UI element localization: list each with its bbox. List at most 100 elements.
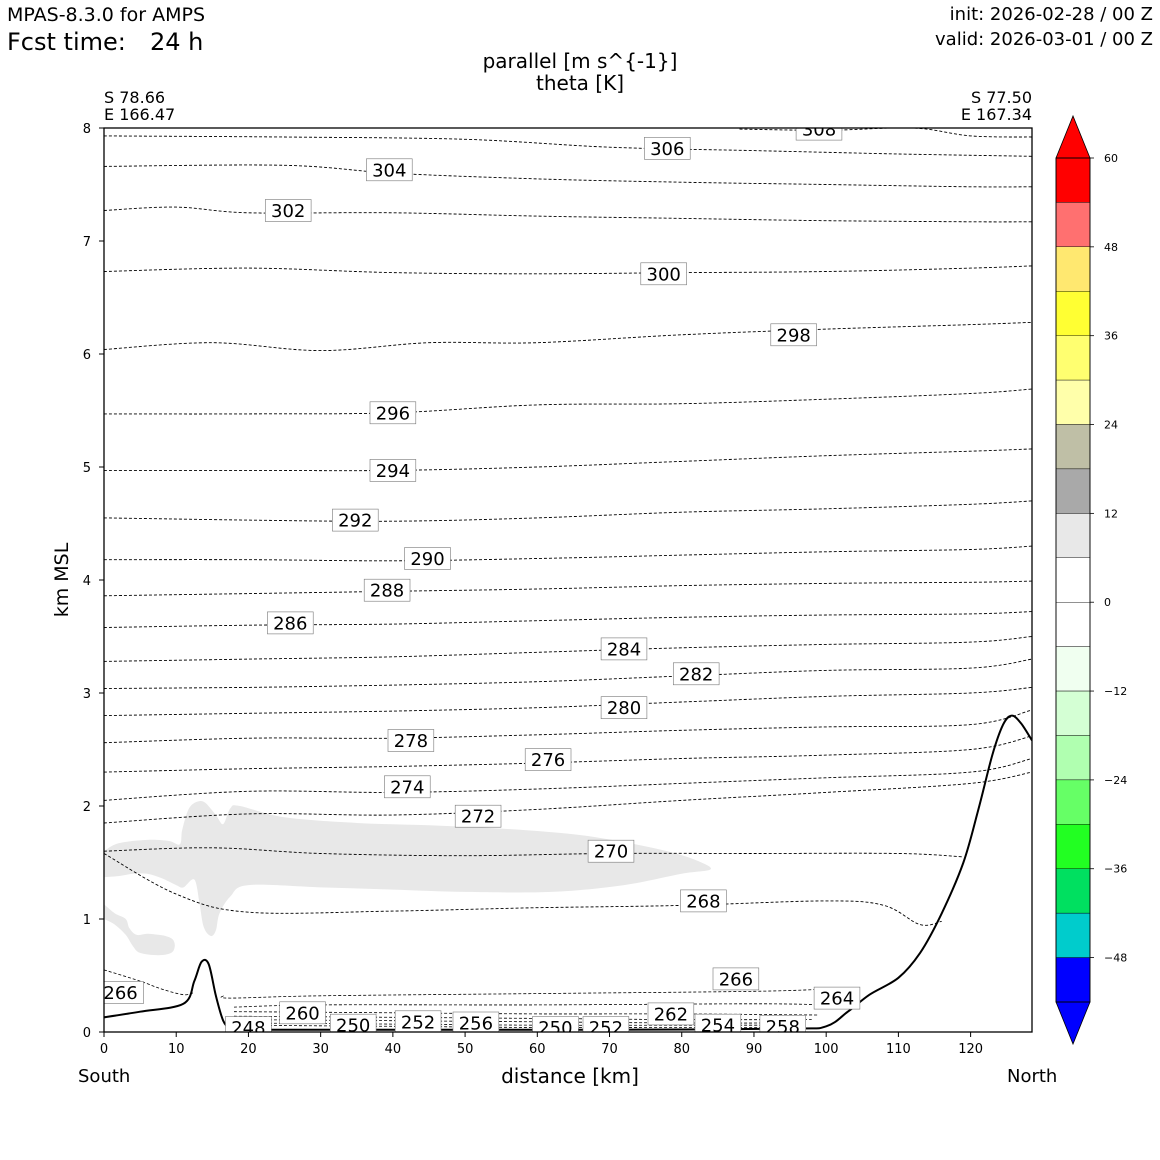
left-endpoint-lat: S 78.66 xyxy=(104,88,166,107)
contour-label-text: 258 xyxy=(766,1017,800,1038)
contour-label-text: 296 xyxy=(376,403,410,424)
contour-label-box xyxy=(104,981,144,1004)
y-tick-label: 3 xyxy=(83,687,91,702)
contour-label-270: 270 xyxy=(587,839,635,863)
contour-label-text: 284 xyxy=(607,639,641,660)
contour-label-text: 306 xyxy=(650,139,684,160)
contour-label-text: 290 xyxy=(410,549,444,570)
colorbar-bin-3 xyxy=(1055,291,1091,336)
colorbar-tick-label: 24 xyxy=(1104,419,1118,432)
x-tick-label: 120 xyxy=(958,1042,983,1057)
x-tick-label: 110 xyxy=(886,1042,911,1057)
plot-frame xyxy=(103,127,1033,1033)
colorbar-bin-1 xyxy=(1055,202,1091,247)
contour-label-text: 282 xyxy=(679,664,713,685)
contour-label-text: 276 xyxy=(531,750,565,771)
contour-label-266: 266 xyxy=(712,967,760,991)
colorbar-bin-17 xyxy=(1055,913,1091,958)
theta-contour-280 xyxy=(104,686,1032,717)
theta-contour-282 xyxy=(104,658,1032,689)
contour-label-text: 294 xyxy=(376,461,410,482)
contour-label-text: 266 xyxy=(719,969,753,990)
contour-label-box xyxy=(647,1002,695,1026)
contour-label-300: 300 xyxy=(640,262,687,285)
contour-label-280: 280 xyxy=(600,696,648,719)
theta-contour-low-266 xyxy=(104,969,195,996)
contour-label-text: 274 xyxy=(390,777,424,798)
theta-contour-298 xyxy=(104,321,1032,352)
contour-label-250: 250 xyxy=(532,1016,579,1032)
contour-label-box xyxy=(279,1001,326,1025)
contour-label-box xyxy=(644,137,691,160)
x-tick-label: 10 xyxy=(168,1042,185,1057)
theta-contour-272 xyxy=(104,771,1032,824)
colorbar-tick-label: 60 xyxy=(1104,152,1118,165)
contour-label-294: 294 xyxy=(369,459,417,482)
contour-label-box xyxy=(369,459,417,482)
contour-label-box xyxy=(369,401,417,425)
x-tick-label: 30 xyxy=(312,1042,329,1057)
contour-label-text: 308 xyxy=(802,120,836,141)
x-axis-label: distance [km] xyxy=(501,1064,639,1088)
colorbar-bin-18 xyxy=(1055,957,1091,1003)
colorbar-bin-2 xyxy=(1055,246,1091,292)
contour-label-text: 278 xyxy=(394,731,428,752)
contour-label-box xyxy=(384,775,431,799)
y-tick-label: 0 xyxy=(83,1026,91,1041)
contour-label-box xyxy=(225,1016,272,1032)
colorbar-tick-label: −36 xyxy=(1104,863,1127,876)
contour-label-252: 252 xyxy=(582,1016,630,1032)
contour-label-302: 302 xyxy=(264,199,312,222)
y-tick-label: 6 xyxy=(83,348,91,363)
contour-label-text: 252 xyxy=(401,1012,435,1033)
contour-label-text: 292 xyxy=(338,511,372,532)
contour-label-254: 254 xyxy=(694,1013,742,1032)
contour-label-text: 272 xyxy=(461,807,495,828)
contour-label-286: 286 xyxy=(267,611,314,635)
contour-label-282: 282 xyxy=(672,662,720,685)
theta-contour-304 xyxy=(104,164,1032,188)
left-endpoint-lon: E 166.47 xyxy=(104,105,176,124)
contour-label-box xyxy=(267,611,314,635)
theta-contour-284 xyxy=(104,636,1032,662)
colorbar-frame xyxy=(1055,157,1091,1003)
contour-label-272: 272 xyxy=(454,804,502,828)
y-tick-label: 4 xyxy=(83,574,91,589)
contour-label-text: 268 xyxy=(686,891,720,912)
contour-label-box xyxy=(532,1016,579,1032)
forecast-time-value: 24 h xyxy=(150,28,204,56)
colorbar-tick-label: 12 xyxy=(1104,507,1118,520)
contour-label-text: 304 xyxy=(372,160,406,181)
north-label: North xyxy=(1007,1066,1058,1087)
theta-contour-268 xyxy=(104,853,942,926)
contour-label-292: 292 xyxy=(332,508,379,532)
contour-label-box xyxy=(712,967,760,991)
contour-label-248: 248 xyxy=(225,1016,272,1039)
colorbar-bin-15 xyxy=(1055,824,1091,869)
colorbar-bin-12 xyxy=(1055,690,1091,736)
contour-label-box xyxy=(454,804,502,828)
x-tick-label: 60 xyxy=(529,1042,546,1057)
x-tick-label: 0 xyxy=(100,1042,108,1057)
contour-label-290: 290 xyxy=(404,547,451,570)
contour-label-306: 306 xyxy=(644,137,691,160)
y-tick-label: 5 xyxy=(83,461,91,476)
contour-label-278: 278 xyxy=(387,729,435,752)
theta-contour-302 xyxy=(104,206,1032,223)
colorbar-bin-0 xyxy=(1055,157,1091,203)
x-tick-label: 80 xyxy=(673,1042,690,1057)
colorbar-bin-13 xyxy=(1055,735,1091,781)
colorbar-bin-5 xyxy=(1055,379,1091,425)
contour-label-box xyxy=(452,1011,500,1032)
contour-label-text: 248 xyxy=(231,1018,265,1039)
contour-label-box xyxy=(795,128,843,141)
contour-label-268: 268 xyxy=(680,889,727,913)
contour-label-box xyxy=(759,1014,807,1032)
x-tick-label: 70 xyxy=(601,1042,618,1057)
contour-label-box xyxy=(582,1016,630,1032)
contour-label-text: 264 xyxy=(820,989,854,1010)
x-tick-label: 50 xyxy=(457,1042,474,1057)
contour-label-box xyxy=(680,889,727,913)
colorbar-tick-label: 36 xyxy=(1104,330,1118,343)
